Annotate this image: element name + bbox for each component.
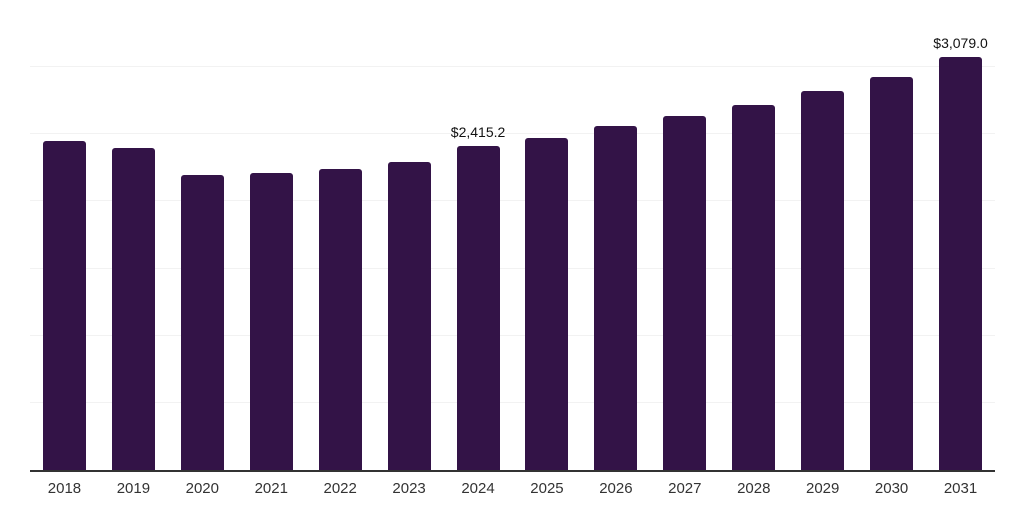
bar-2022 [318,168,362,470]
x-axis-label-2025: 2025 [530,480,564,497]
bar-2030 [870,76,914,470]
gridline [30,334,995,336]
bar-2031 [939,56,983,470]
x-axis-label-2023: 2023 [392,480,426,497]
x-axis-label-2018: 2018 [47,480,82,497]
bar-2021 [249,172,293,470]
gridline [30,267,995,269]
bar-2028 [732,104,776,470]
data-label-2024: $2,415.2 [450,123,506,140]
x-axis-label-2029: 2029 [805,480,840,497]
x-axis-label-2020: 2020 [185,480,219,497]
x-axis-label-2028: 2028 [737,480,771,497]
bar-2027 [663,115,707,470]
x-axis-label-2031: 2031 [943,480,978,497]
x-axis-label-2019: 2019 [116,480,151,497]
bar-2020 [180,174,224,470]
x-axis-label-2021: 2021 [254,480,288,497]
bar-2019 [111,147,155,470]
gridline [30,200,995,202]
bar-2024 [456,145,500,470]
bar-2023 [387,161,431,470]
bar-2029 [801,90,845,470]
data-label-2031: $3,079.0 [933,34,988,51]
plot-area: $2,415.2 $3,079.0 [30,0,995,472]
x-axis-label-2027: 2027 [668,480,702,497]
gridline [30,66,995,68]
x-axis: 2018 2019 2020 2021 2022 2023 2024 2025 2026 2027… [30,480,995,504]
x-axis-label-2026: 2026 [599,480,633,497]
bar-2025 [525,137,569,470]
x-axis-label-2022: 2022 [323,480,357,497]
x-axis-label-2030: 2030 [874,480,909,497]
gridline [30,401,995,403]
gridline [30,133,995,135]
x-axis-label-2024: 2024 [461,480,495,497]
bar-2026 [594,125,638,470]
bar-2018 [42,141,86,470]
